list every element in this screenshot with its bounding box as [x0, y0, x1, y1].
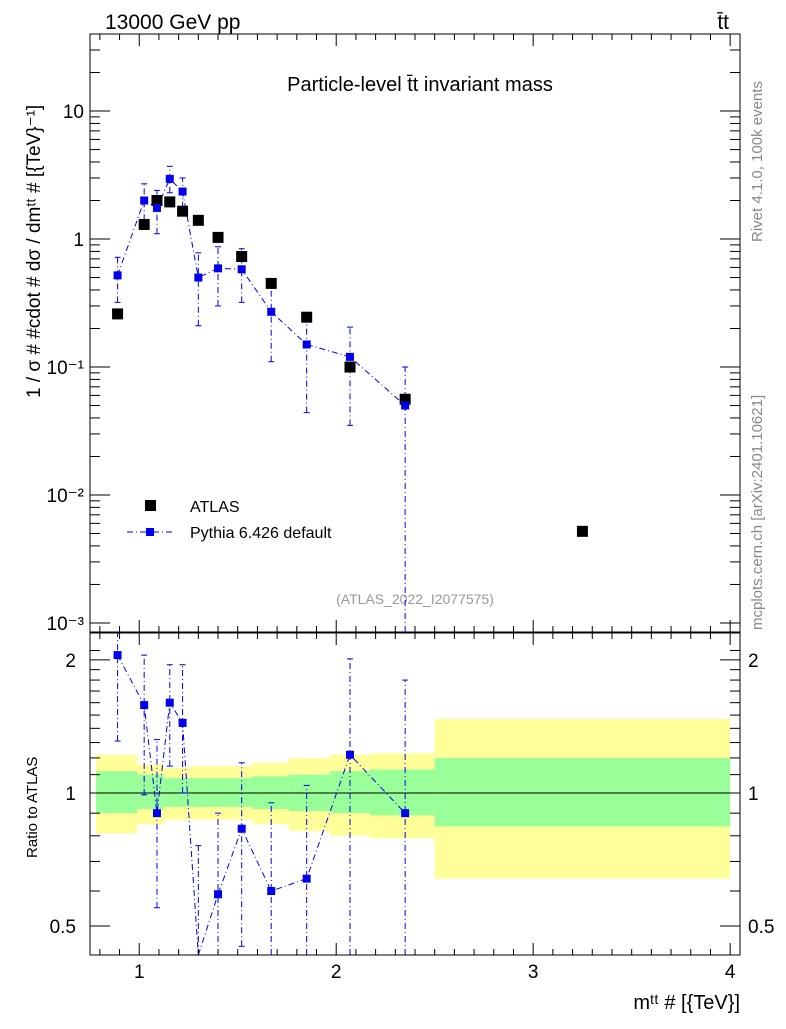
pythia-point	[113, 271, 122, 280]
x-tick-label: 4	[725, 962, 736, 983]
ratio-pythia-line	[117, 654, 406, 956]
pythia-point	[401, 401, 410, 410]
x-axis-label: mᵗᵗ # [{TeV}]	[633, 992, 740, 1014]
ratio-pythia-point	[214, 890, 223, 899]
mcplots-label: mcplots.cern.ch [arXiv:2401.10621]	[749, 395, 766, 630]
main-series	[112, 165, 588, 632]
legend-pythia-marker	[146, 528, 154, 536]
ratio-pythia-point	[113, 651, 122, 660]
atlas-point	[112, 308, 124, 320]
ratio-y-tick-label-right: 1	[748, 784, 759, 805]
pythia-line	[117, 178, 406, 406]
pythia-point	[214, 264, 223, 273]
atlas-point	[151, 195, 163, 207]
ratio-pythia-point	[165, 698, 174, 707]
y-tick-label: 10⁻²	[47, 486, 85, 507]
atlas-point	[576, 525, 588, 537]
main-y-axis-label: 1 / σ # #cdot # dσ / dmᵗᵗ # [{TeV}⁻¹]	[24, 105, 45, 398]
ratio-pythia-point	[346, 750, 354, 759]
ratio-band-green	[95, 771, 138, 814]
x-tick-label: 3	[528, 962, 539, 983]
legend-atlas-marker	[145, 500, 156, 511]
y-tick-label: 10⁻¹	[47, 358, 85, 379]
ratio-pythia-point	[152, 809, 161, 818]
pythia-point	[165, 174, 174, 183]
header-energy-label: 13000 GeV pp	[105, 11, 240, 34]
pythia-point	[178, 187, 187, 196]
rivet-version-label: Rivet 4.1.0, 100k events	[749, 81, 766, 242]
atlas-point	[192, 214, 204, 226]
x-tick-label: 1	[134, 962, 145, 983]
pythia-point	[152, 203, 161, 212]
analysis-watermark: (ATLAS_2022_I2077575)	[336, 591, 494, 607]
atlas-point	[265, 277, 277, 289]
atlas-point	[399, 393, 411, 405]
ratio-y-tick-label-right: 2	[748, 651, 759, 672]
y-tick-label: 1	[73, 230, 84, 251]
ratio-y-tick-label-left: 2	[65, 651, 76, 672]
ratio-y-tick-label-right: 0.5	[748, 917, 774, 938]
ratio-series	[113, 633, 410, 956]
ratio-band-green	[369, 769, 435, 816]
atlas-point	[177, 205, 189, 217]
ratio-pythia-point	[302, 874, 311, 883]
main-title: Particle-level t̄t invariant mass	[287, 74, 553, 96]
ratio-ticks: 0.5 0.5 1 1 2 2 1 2 3 4	[50, 633, 774, 983]
atlas-point	[212, 231, 224, 243]
ratio-pythia-point	[178, 718, 187, 727]
x-tick-label: 2	[331, 962, 342, 983]
pythia-point	[346, 352, 354, 361]
main-ticks: 10⁻³ 10⁻² 10⁻¹ 1 10	[47, 33, 740, 635]
atlas-point	[236, 251, 248, 263]
ratio-pythia-point	[237, 824, 246, 833]
ratio-pythia-point	[401, 809, 410, 818]
legend: ATLAS Pythia 6.426 default	[127, 499, 332, 542]
header-process-label: t̄t	[717, 11, 729, 34]
ratio-y-tick-label-left: 1	[65, 784, 76, 805]
ratio-pythia-point	[140, 701, 149, 710]
pythia-point	[267, 307, 276, 316]
atlas-point	[344, 361, 356, 373]
atlas-point	[138, 218, 150, 230]
ratio-band-green	[434, 757, 731, 827]
pythia-point	[237, 265, 246, 274]
y-tick-label: 10	[63, 102, 84, 123]
pythia-point	[194, 273, 203, 282]
ratio-panel: 0.5 0.5 1 1 2 2 1 2 3 4 Ratio to ATLAS mᵗᵗ # [{Te…	[24, 632, 774, 1014]
y-tick-label: 10⁻³	[47, 614, 85, 635]
atlas-point	[301, 311, 313, 323]
ratio-y-axis-label: Ratio to ATLAS	[24, 757, 41, 858]
pythia-point	[140, 196, 149, 205]
main-frame	[89, 33, 741, 633]
legend-atlas-label: ATLAS	[190, 499, 240, 516]
ratio-y-tick-label-left: 0.5	[50, 917, 76, 938]
ratio-pythia-point	[267, 887, 276, 896]
pythia-point	[302, 340, 311, 349]
atlas-point	[164, 196, 176, 208]
legend-pythia-label: Pythia 6.426 default	[190, 525, 332, 542]
main-panel: Particle-level t̄t invariant mass (ATLAS…	[24, 33, 741, 635]
